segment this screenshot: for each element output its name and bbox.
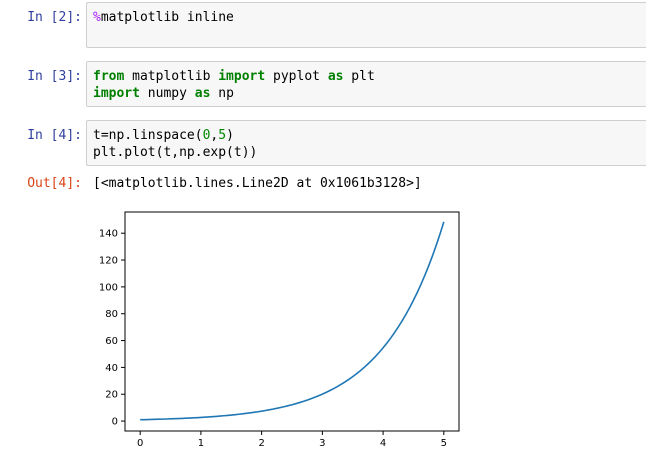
code-token: import bbox=[218, 69, 266, 84]
code-token: plt.plot(t,np.exp(t)) bbox=[93, 145, 258, 160]
code-token: 5 bbox=[218, 128, 227, 143]
code-token: as bbox=[194, 86, 211, 101]
y-tick-label: 100 bbox=[99, 282, 118, 293]
code-token: numpy bbox=[139, 86, 195, 101]
code-token: from bbox=[93, 69, 125, 84]
code-line: plt.plot(t,np.exp(t)) bbox=[93, 144, 640, 161]
code-line: %matplotlib inline bbox=[93, 9, 640, 26]
input-prompt-2: In [2]: bbox=[27, 10, 82, 25]
code-token: t=np.linspace( bbox=[93, 128, 203, 143]
y-tick-label: 0 bbox=[112, 417, 118, 428]
code-token: matplotlib inline bbox=[100, 10, 234, 25]
code-line: import numpy as np bbox=[93, 85, 640, 102]
y-tick-label: 20 bbox=[105, 390, 118, 401]
code-token: plt bbox=[343, 69, 375, 84]
x-tick-label: 1 bbox=[198, 438, 204, 449]
output-prompt-4: Out[4]: bbox=[27, 176, 82, 191]
x-tick-label: 5 bbox=[441, 438, 447, 449]
y-tick-label: 80 bbox=[105, 309, 118, 320]
input-prompt-3: In [3]: bbox=[27, 69, 82, 84]
x-tick-label: 0 bbox=[137, 438, 143, 449]
x-tick-label: 2 bbox=[258, 438, 264, 449]
code-token: , bbox=[210, 128, 219, 143]
code-token: 0 bbox=[202, 128, 211, 143]
code-line: from matplotlib import pyplot as plt bbox=[93, 68, 640, 85]
code-cell-4[interactable]: t=np.linspace(0,5) plt.plot(t,np.exp(t)) bbox=[86, 120, 646, 166]
code-token: ) bbox=[226, 128, 234, 143]
y-tick-label: 60 bbox=[105, 336, 118, 347]
y-tick-label: 120 bbox=[99, 256, 118, 267]
x-tick-label: 4 bbox=[380, 438, 386, 449]
code-token: np bbox=[210, 86, 234, 101]
series-line bbox=[140, 221, 445, 421]
code-token: as bbox=[327, 69, 344, 84]
code-line: t=np.linspace(0,5) bbox=[93, 127, 640, 144]
y-tick-label: 140 bbox=[99, 229, 118, 240]
y-tick-label: 40 bbox=[105, 363, 118, 374]
code-token: % bbox=[93, 10, 101, 25]
input-prompt-4: In [4]: bbox=[27, 128, 82, 143]
code-cell-3[interactable]: from matplotlib import pyplot as plt imp… bbox=[86, 61, 646, 107]
x-tick-label: 3 bbox=[319, 438, 325, 449]
plot-area bbox=[124, 211, 460, 432]
code-cell-2[interactable]: %matplotlib inline bbox=[86, 2, 646, 48]
code-token: matplotlib bbox=[124, 69, 219, 84]
code-token: import bbox=[93, 86, 140, 101]
code-token: pyplot bbox=[265, 69, 328, 84]
output-text: [<matplotlib.lines.Line2D at 0x1061b3128… bbox=[93, 176, 422, 191]
